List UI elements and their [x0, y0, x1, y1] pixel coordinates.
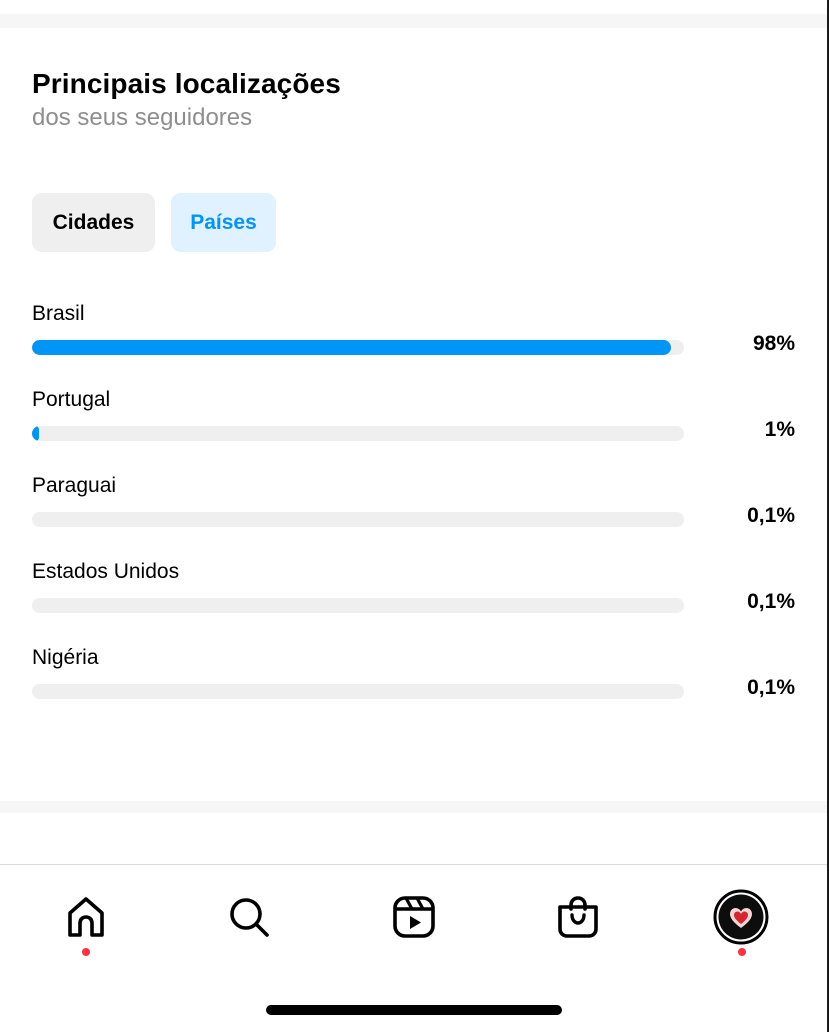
home-indicator[interactable] — [266, 1005, 562, 1015]
location-name: Paraguai — [32, 474, 117, 497]
section-divider-top — [0, 14, 829, 28]
tab-countries[interactable]: Países — [171, 193, 276, 252]
location-bar-fill — [32, 426, 39, 441]
nav-reels[interactable] — [384, 887, 444, 947]
location-name: Estados Unidos — [32, 560, 180, 583]
location-row: Brasil 98% — [0, 302, 829, 388]
location-bar-track — [32, 512, 684, 527]
nav-home[interactable] — [56, 887, 116, 947]
nav-search[interactable] — [219, 887, 279, 947]
location-row: Portugal 1% — [0, 388, 829, 474]
nav-shop[interactable] — [548, 887, 608, 947]
location-bar-track — [32, 684, 684, 699]
bottom-tab-bar — [0, 864, 829, 1033]
shop-icon — [558, 896, 598, 938]
location-row: Paraguai 0,1% — [0, 474, 829, 560]
profile-notification-dot — [738, 948, 746, 956]
screen-edge — [827, 0, 829, 1032]
location-bar-track — [32, 598, 684, 613]
nav-profile[interactable] — [711, 887, 771, 947]
section-subtitle: dos seus seguidores — [32, 104, 253, 131]
home-icon — [68, 897, 104, 937]
search-icon — [230, 898, 269, 937]
location-row: Nigéria 0,1% — [0, 646, 829, 732]
reels-icon — [393, 896, 435, 938]
location-percentage: 1% — [764, 418, 795, 441]
home-notification-dot — [82, 948, 90, 956]
location-bar-track — [32, 340, 684, 355]
location-bar-track — [32, 426, 684, 441]
location-name: Brasil — [32, 302, 85, 325]
location-percentage: 0,1% — [747, 590, 795, 613]
top-spacer — [0, 0, 829, 14]
profile-avatar — [713, 889, 769, 945]
location-name: Portugal — [32, 388, 111, 411]
location-percentage: 0,1% — [747, 676, 795, 699]
section-divider-bottom — [0, 801, 829, 813]
tab-cities[interactable]: Cidades — [32, 193, 155, 252]
location-percentage: 98% — [752, 332, 795, 355]
location-name: Nigéria — [32, 646, 99, 669]
top-locations-card — [0, 28, 829, 801]
location-percentage: 0,1% — [747, 504, 795, 527]
location-bar-fill — [32, 340, 671, 355]
section-title: Principais localizações — [32, 68, 341, 99]
location-row: Estados Unidos 0,1% — [0, 560, 829, 646]
